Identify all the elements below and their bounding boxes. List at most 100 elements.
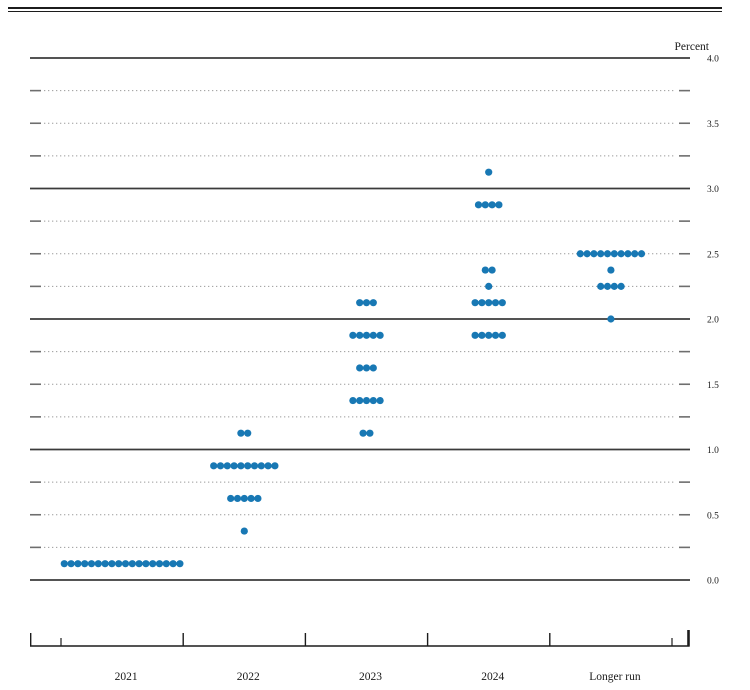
projection-dot (376, 396, 384, 405)
projection-dot (67, 560, 75, 568)
projection-dot (162, 560, 170, 568)
x-axis-label: 2022 (237, 671, 260, 683)
projection-dot (607, 315, 615, 323)
projection-dot (631, 250, 639, 258)
projection-dot (590, 250, 598, 258)
projection-dot (356, 331, 364, 339)
projection-dot (478, 299, 486, 307)
projection-dot (244, 462, 252, 470)
projection-dot (155, 560, 164, 568)
projection-dot (498, 331, 506, 339)
projection-dot (60, 560, 68, 568)
projection-dot (216, 462, 225, 470)
projection-dot (488, 201, 496, 209)
projection-dot (491, 331, 500, 339)
projection-dot (485, 299, 493, 307)
projection-dot (617, 250, 625, 258)
projection-dot (87, 560, 96, 568)
projection-dot (142, 560, 150, 568)
y-tick-label: 0.5 (707, 511, 719, 521)
projection-dot (597, 250, 605, 258)
projection-dot (369, 396, 377, 405)
projection-dot (356, 364, 364, 372)
y-tick-label: 2.0 (707, 316, 719, 326)
projection-dot (474, 201, 483, 209)
projection-dot (210, 462, 218, 470)
projection-dot (121, 560, 130, 568)
y-tick-label: 1.5 (707, 381, 719, 391)
projection-dot (271, 462, 279, 470)
projection-dot (481, 201, 489, 209)
projection-dot (81, 560, 89, 568)
projection-dot (356, 299, 364, 307)
projection-dot (233, 494, 242, 503)
projection-dot (481, 266, 489, 274)
projection-dot (244, 429, 252, 437)
projection-dot (362, 364, 371, 372)
y-axis-title: Percent (675, 41, 710, 53)
projection-dot (230, 462, 238, 470)
projection-dot (135, 560, 143, 568)
projection-dot (637, 250, 646, 258)
projection-dot (264, 462, 272, 470)
header-rule (8, 7, 722, 12)
projection-dot (362, 396, 371, 405)
projection-dot (471, 299, 479, 307)
projection-dot (359, 429, 367, 437)
projection-dot (495, 201, 503, 209)
projection-dot (250, 462, 259, 470)
projection-dot (74, 560, 82, 568)
projection-dot (488, 266, 496, 274)
projection-dot (369, 364, 377, 372)
projection-dot (583, 250, 591, 258)
projection-dot (247, 494, 255, 503)
projection-dot (610, 250, 618, 258)
projection-dot (149, 560, 157, 568)
projection-dot (362, 331, 371, 339)
projection-dot (485, 331, 493, 339)
projection-dot (498, 299, 506, 307)
projection-dot (369, 331, 377, 339)
y-tick-label: 1.0 (707, 446, 719, 456)
projection-dot (349, 396, 357, 405)
projection-dot (485, 168, 493, 176)
projection-dot (240, 494, 248, 503)
projection-dot (362, 299, 371, 307)
x-axis-label: 2024 (481, 671, 504, 683)
projection-dot (478, 331, 486, 339)
projection-dot (240, 527, 248, 535)
projection-dot (169, 560, 177, 568)
projection-dot (223, 462, 231, 470)
projection-dot (485, 282, 493, 290)
projection-dot (115, 560, 123, 568)
projection-dot (471, 331, 479, 339)
projection-dot (610, 282, 618, 290)
projection-dot (607, 266, 615, 274)
projection-dot (369, 299, 377, 307)
projection-dot (576, 250, 584, 258)
projection-dot (356, 396, 364, 405)
projection-dot (603, 282, 612, 290)
projection-dot (491, 299, 500, 307)
projection-dot (349, 331, 357, 339)
y-tick-label: 3.5 (707, 120, 719, 130)
projection-dot (624, 250, 632, 258)
projection-dot (94, 560, 102, 568)
projection-dot (597, 282, 605, 290)
x-axis-label: Longer run (589, 671, 641, 683)
x-axis-label: 2021 (115, 671, 138, 683)
y-tick-label: 2.5 (707, 250, 719, 260)
projection-dot (227, 494, 235, 503)
projection-dot (237, 429, 245, 437)
projection-dot (366, 429, 374, 437)
projection-dot (603, 250, 612, 258)
projection-dot (617, 282, 625, 290)
y-tick-label: 0.0 (707, 577, 719, 587)
projection-dot (128, 560, 136, 568)
projection-dot (101, 560, 109, 568)
projection-dot (257, 462, 265, 470)
y-tick-label: 3.0 (707, 185, 719, 195)
x-axis-label: 2023 (359, 671, 382, 683)
